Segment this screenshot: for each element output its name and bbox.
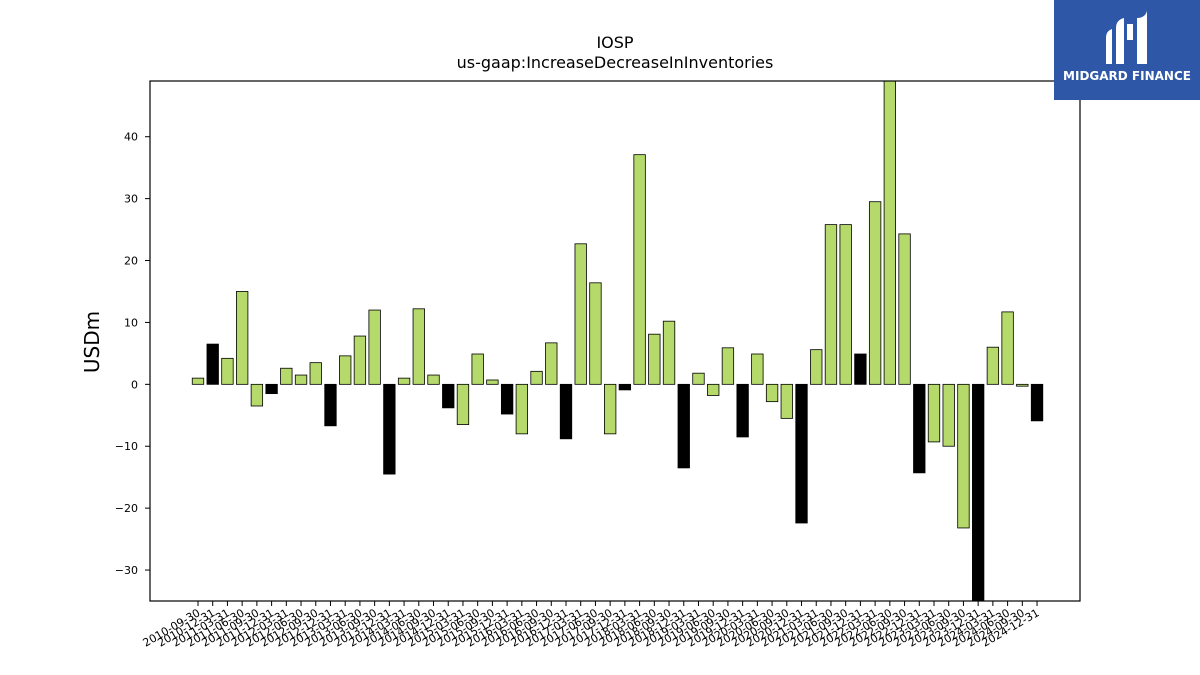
bar-2012-09-30 bbox=[309, 362, 322, 385]
chart-subtitle: us-gaap:IncreaseDecreaseInInventories bbox=[457, 53, 774, 72]
y-tick-label: −20 bbox=[115, 502, 138, 515]
y-tick-label: 10 bbox=[124, 316, 138, 329]
bar-2015-09-30 bbox=[486, 379, 499, 385]
chart-title: IOSP bbox=[596, 33, 633, 52]
y-tick-label: 30 bbox=[124, 193, 138, 206]
bar-2019-06-30 bbox=[707, 383, 720, 396]
bar-2012-12-31 bbox=[324, 383, 337, 427]
bar-2024-06-30 bbox=[1001, 311, 1014, 385]
bar-2020-09-30 bbox=[780, 383, 793, 419]
bar-2022-09-30 bbox=[898, 233, 911, 385]
bar-2018-06-30 bbox=[648, 333, 661, 385]
stylized-m-logo-icon bbox=[1106, 11, 1147, 64]
bar-2016-12-31 bbox=[559, 383, 573, 440]
bar-2017-03-31 bbox=[574, 243, 587, 385]
bar-2019-09-30 bbox=[721, 347, 735, 385]
bar-2023-09-30 bbox=[957, 383, 970, 529]
bar-2018-12-31 bbox=[677, 383, 690, 469]
y-tick-label: −10 bbox=[115, 440, 138, 453]
bar-2014-12-31 bbox=[442, 383, 455, 409]
y-tick-label: 0 bbox=[131, 378, 138, 391]
bar-2017-12-31 bbox=[618, 383, 632, 391]
bar-2017-09-30 bbox=[604, 383, 617, 435]
bar-2024-09-30 bbox=[1016, 383, 1029, 387]
bar-2010-12-31 bbox=[206, 343, 219, 385]
bar-2015-12-31 bbox=[500, 383, 514, 415]
bar-2022-12-31 bbox=[913, 383, 926, 474]
bars-layer bbox=[191, 80, 1044, 602]
bar-2024-03-31 bbox=[986, 346, 1000, 385]
y-axis-label: USDm bbox=[80, 311, 104, 373]
bar-2016-03-31 bbox=[515, 383, 528, 435]
bar-2013-09-30 bbox=[368, 309, 381, 385]
bar-2013-12-31 bbox=[383, 383, 396, 475]
bar-2015-06-30 bbox=[471, 353, 484, 385]
bar-2014-06-30 bbox=[412, 308, 425, 385]
midgard-finance-logo: MIDGARD FINANCE bbox=[1054, 0, 1200, 100]
bar-2011-12-31 bbox=[265, 383, 278, 395]
bar-2014-09-30 bbox=[427, 374, 440, 385]
bar-2015-03-31 bbox=[456, 383, 470, 425]
bar-2013-06-30 bbox=[353, 335, 367, 385]
bar-2018-09-30 bbox=[662, 320, 676, 385]
bar-2020-12-31 bbox=[795, 383, 808, 524]
bar-2021-12-31 bbox=[854, 353, 867, 385]
y-tick-label: 40 bbox=[124, 131, 138, 144]
bar-2021-09-30 bbox=[839, 224, 852, 385]
bar-2012-03-31 bbox=[280, 367, 293, 385]
plot-frame bbox=[149, 80, 1081, 602]
y-tick-label: −30 bbox=[115, 564, 138, 577]
bar-2024-12-31 bbox=[1030, 383, 1044, 422]
bar-2022-03-31 bbox=[868, 201, 882, 385]
bar-2023-12-31 bbox=[972, 383, 985, 602]
bar-2016-06-30 bbox=[530, 370, 543, 385]
bar-2017-06-30 bbox=[589, 282, 602, 385]
bar-2019-12-31 bbox=[736, 383, 749, 438]
bar-2012-06-30 bbox=[294, 374, 308, 385]
bar-2023-03-31 bbox=[927, 383, 941, 443]
bar-2020-06-30 bbox=[765, 383, 779, 403]
bar-2021-06-30 bbox=[824, 224, 838, 385]
brand-name: MIDGARD FINANCE bbox=[1063, 69, 1191, 83]
bar-2010-09-30 bbox=[191, 377, 205, 385]
bar-2011-06-30 bbox=[236, 291, 249, 385]
bar-2018-03-31 bbox=[633, 154, 646, 385]
bar-2014-03-31 bbox=[397, 377, 411, 385]
bar-2022-06-30 bbox=[883, 80, 896, 385]
y-axis-ticks: −30 −20 −10 0 10 20 30 40 bbox=[115, 131, 150, 577]
bar-2020-03-31 bbox=[751, 353, 764, 385]
bar-2019-03-31 bbox=[692, 372, 705, 385]
bar-2016-09-30 bbox=[545, 342, 558, 385]
x-axis-ticks: 2010-09-302010-12-312011-03-312011-06-30… bbox=[141, 601, 1042, 650]
bar-2011-03-31 bbox=[221, 357, 234, 385]
y-tick-label: 20 bbox=[124, 255, 138, 268]
bar-2021-03-31 bbox=[810, 349, 823, 385]
bar-2023-06-30 bbox=[942, 383, 955, 447]
bar-2011-09-30 bbox=[250, 383, 264, 407]
bar-2013-03-31 bbox=[339, 355, 352, 385]
